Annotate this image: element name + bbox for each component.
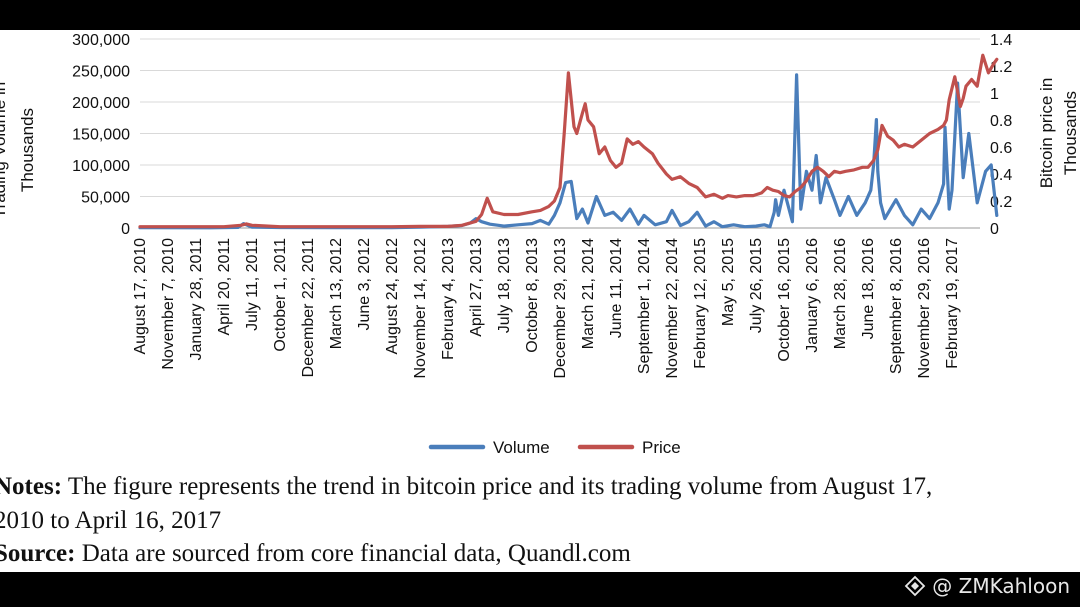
x-tick-label: May 5, 2015 — [720, 238, 737, 326]
x-tick-label: February 12, 2015 — [692, 238, 709, 369]
x-tick-label: November 29, 2016 — [916, 238, 933, 379]
x-tick-label: October 16, 2015 — [776, 238, 793, 362]
x-tick-label: November 22, 2014 — [664, 238, 681, 379]
x-tick-label: July 26, 2015 — [748, 238, 765, 333]
x-tick-label: December 29, 2013 — [552, 238, 569, 379]
figure-panel: 0 50,000 100,000 150,000 200,000 250,000 300,0… — [0, 30, 1080, 572]
y-left-tick-label: 250,000 — [72, 64, 130, 81]
x-tick-label: September 1, 2014 — [636, 238, 653, 374]
x-tick-label: April 20, 2011 — [216, 238, 233, 336]
y-left-tick-label: 200,000 — [72, 95, 130, 112]
y-left-axis-title: Thousands — [18, 108, 37, 192]
y-left-axis-title: Trading Volume in — [0, 82, 9, 218]
series-line-price — [138, 53, 999, 229]
y-left-tick-label: 50,000 — [81, 190, 130, 207]
y-right-tick-label: 1 — [990, 86, 999, 103]
x-tick-label: June 18, 2016 — [860, 238, 877, 340]
y-right-tick-label: 0 — [990, 221, 999, 238]
y-right-tick-label: 0.6 — [990, 140, 1012, 157]
legend-label-price: Price — [642, 438, 681, 457]
notes-text-line2: 2010 to April 16, 2017 — [0, 507, 222, 534]
x-tick-label: September 8, 2016 — [888, 238, 905, 374]
y-right-tick-label: 1.4 — [990, 32, 1012, 49]
watermark: @ ZMKahloon — [904, 574, 1070, 598]
notes-text: The figure represents the trend in bitco… — [62, 473, 933, 500]
x-tick-label: March 21, 2014 — [580, 238, 597, 349]
x-tick-label: March 28, 2016 — [832, 238, 849, 349]
x-tick-label: July 18, 2013 — [496, 238, 513, 333]
x-tick-label: April 27, 2013 — [468, 238, 485, 337]
x-tick-label: June 3, 2012 — [356, 238, 373, 331]
x-tick-label: November 14, 2012 — [412, 238, 429, 379]
notes-label: Notes: — [0, 473, 63, 500]
y-right-tick-label: 0.4 — [990, 167, 1012, 184]
x-tick-label: August 17, 2010 — [132, 238, 149, 355]
x-tick-label: June 11, 2014 — [608, 238, 625, 338]
y-left-tick-label: 300,000 — [72, 32, 130, 49]
y-left-tick-label: 0 — [121, 221, 130, 238]
y-right-axis-title: Thousands — [1061, 91, 1080, 175]
x-tick-label: January 28, 2011 — [188, 238, 205, 361]
series-line-volume — [138, 73, 999, 230]
source-label: Source: — [0, 540, 76, 567]
legend-label-volume: Volume — [493, 438, 550, 457]
x-tick-label: July 11, 2011 — [244, 238, 261, 331]
x-tick-label: February 4, 2013 — [440, 238, 457, 360]
y-right-axis-title: Bitcoin price in — [1037, 78, 1056, 189]
diamond-logo-icon — [905, 575, 926, 597]
x-tick-label: August 24, 2012 — [384, 238, 401, 355]
y-right-tick-label: 0.8 — [990, 113, 1012, 130]
x-tick-label: October 1, 2011 — [272, 238, 289, 352]
x-tick-label: November 7, 2010 — [160, 238, 177, 370]
x-tick-label: February 19, 2017 — [944, 238, 961, 369]
x-tick-label: March 13, 2012 — [328, 238, 345, 349]
y-left-tick-label: 100,000 — [72, 158, 130, 175]
x-tick-label: January 6, 2016 — [804, 238, 821, 353]
source-text: Data are sourced from core financial dat… — [75, 540, 631, 567]
source-line: Source: Data are sourced from core finan… — [0, 537, 1074, 570]
x-tick-label: December 22, 2011 — [300, 238, 317, 377]
x-tick-label: October 8, 2013 — [524, 238, 541, 353]
notes-line-1: Notes: The figure represents the trend i… — [0, 470, 1074, 503]
bitcoin-chart: 0 50,000 100,000 150,000 200,000 250,000 300,0… — [0, 32, 1080, 457]
y-left-tick-label: 150,000 — [72, 127, 130, 144]
notes-line-2: 2010 to April 16, 2017 — [0, 504, 1074, 537]
watermark-text: @ ZMKahloon — [932, 574, 1070, 598]
